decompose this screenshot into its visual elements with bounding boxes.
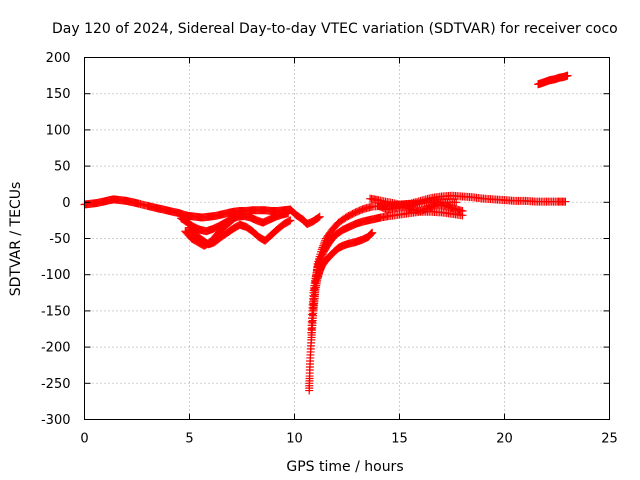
y-axis-label: SDTVAR / TECUs [8, 182, 24, 297]
x-tick-label: 25 [601, 432, 618, 447]
y-tick-label: -200 [41, 341, 71, 356]
x-tick-label: 5 [185, 432, 193, 447]
series-depletion-deep [305, 228, 377, 395]
data-points [80, 71, 572, 395]
grid-lines [84, 57, 610, 420]
data-point [452, 198, 461, 207]
y-tick-label: -250 [41, 377, 71, 392]
data-point [319, 241, 328, 250]
x-tick-label: 10 [286, 432, 303, 447]
data-point [317, 245, 326, 254]
x-tick-label: 0 [80, 432, 88, 447]
data-point [230, 213, 239, 222]
x-axis-label: GPS time / hours [286, 459, 403, 475]
y-tick-label: -100 [41, 268, 71, 283]
x-tick-label: 15 [391, 432, 408, 447]
data-point [368, 228, 377, 237]
series-early-daytime-track [80, 195, 295, 222]
y-axis-ticks: 200 150 100 50 0 -50 -100 -150 -200 -250 -300 [41, 51, 610, 428]
data-point [561, 197, 570, 206]
y-tick-label: -50 [49, 232, 70, 247]
series-evening-cluster [374, 200, 467, 215]
y-tick-label: -150 [41, 304, 71, 319]
y-tick-label: 200 [46, 51, 71, 66]
y-tick-label: 150 [46, 87, 71, 102]
data-point [458, 206, 467, 215]
plot-frame [84, 57, 610, 420]
y-tick-label: 100 [46, 123, 71, 138]
x-axis-ticks: 0 5 10 15 20 25 [80, 57, 618, 447]
y-tick-label: -300 [41, 413, 71, 428]
data-point [314, 213, 323, 222]
data-point [286, 216, 295, 225]
data-point [366, 230, 375, 239]
series-afternoon-arc-3 [181, 212, 240, 250]
series-late-positive-outlier [534, 71, 572, 89]
data-point [318, 243, 327, 252]
data-point [319, 239, 328, 248]
series-late-segment [286, 205, 324, 229]
data-point [367, 229, 376, 238]
data-point [285, 217, 294, 226]
data-point [563, 71, 572, 80]
y-tick-label: 50 [54, 160, 71, 175]
data-point [315, 212, 324, 221]
y-tick-label: 0 [62, 196, 70, 211]
data-point [231, 212, 240, 221]
x-tick-label: 20 [496, 432, 513, 447]
data-point [320, 238, 329, 247]
chart-title: Day 120 of 2024, Sidereal Day-to-day VTE… [52, 21, 618, 37]
